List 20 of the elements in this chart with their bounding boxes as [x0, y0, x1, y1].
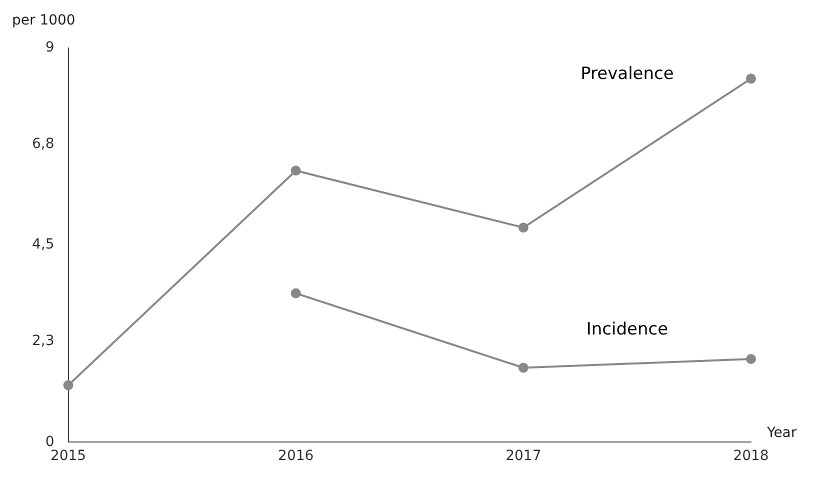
y-tick-label: 0: [45, 434, 54, 450]
x-tick-label: 2016: [278, 448, 314, 464]
point: [290, 166, 301, 176]
series-label: Incidence: [586, 319, 668, 340]
point: [518, 222, 528, 233]
point: [518, 362, 528, 373]
y-tick-label: 9: [45, 40, 54, 56]
y-axis-title: per 1000: [12, 12, 76, 29]
y-tick-label: 4,5: [32, 236, 54, 253]
x-tick-label: 2015: [50, 448, 86, 464]
point: [63, 380, 74, 390]
x-tick-label: 2017: [506, 448, 542, 464]
point: [290, 288, 301, 298]
y-tick-label: 6,8: [32, 136, 54, 152]
x-axis-title: Year: [766, 424, 797, 441]
text: Prevalence: [580, 64, 674, 84]
y-tick-label: 2,3: [32, 333, 54, 350]
x-tick-label: 2018: [733, 448, 769, 464]
point: [746, 354, 756, 364]
point: [746, 74, 756, 84]
